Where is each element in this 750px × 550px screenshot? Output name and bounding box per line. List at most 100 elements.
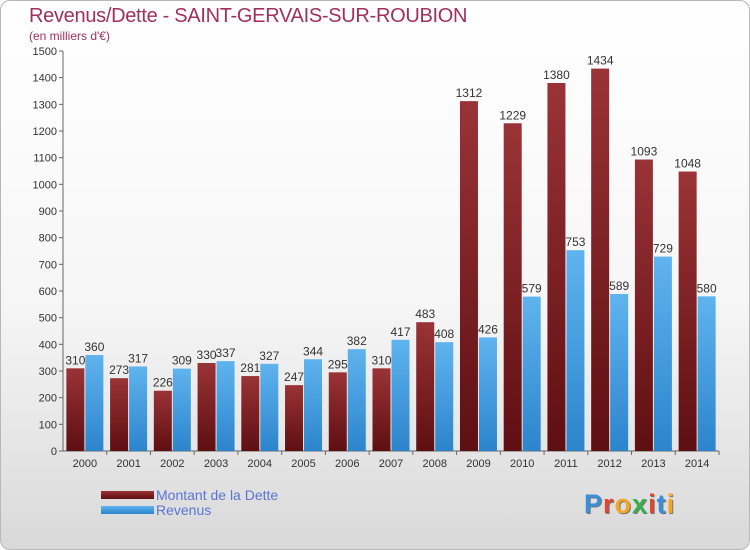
- bar-debt: [110, 378, 129, 451]
- bar-debt-label: 295: [328, 357, 348, 371]
- bar-debt: [678, 171, 697, 452]
- bar-debt: [285, 385, 304, 451]
- legend-label-revenue: Revenus: [156, 501, 212, 518]
- y-tick-label: 0: [51, 446, 57, 458]
- legend-swatch-debt: [101, 490, 154, 499]
- bar-revenue-label: 417: [390, 325, 410, 339]
- bar-debt-label: 1229: [499, 108, 526, 122]
- legend-swatch-revenue: [101, 505, 154, 514]
- y-tick-label: 1300: [33, 99, 57, 111]
- x-tick-label: 2005: [291, 458, 315, 470]
- x-tick-label: 2004: [248, 458, 272, 470]
- x-tick-label: 2008: [422, 458, 446, 470]
- bar-debt: [634, 159, 653, 452]
- bar-revenue: [172, 368, 191, 451]
- logo-letter: o: [614, 489, 633, 519]
- bar-revenue-label: 344: [303, 344, 323, 358]
- bar-revenue: [391, 339, 410, 451]
- y-tick-label: 1500: [33, 46, 57, 58]
- x-tick-label: 2000: [73, 458, 97, 470]
- bar-debt-label: 281: [240, 361, 260, 375]
- x-tick-label: 2010: [510, 458, 534, 470]
- bar-revenue: [304, 359, 323, 451]
- y-tick-label: 800: [39, 233, 57, 245]
- y-tick-label: 1000: [33, 179, 57, 191]
- bar-revenue: [435, 342, 454, 451]
- bar-debt-label: 1093: [631, 145, 658, 159]
- bar-debt: [459, 101, 478, 451]
- data-labels: 310 273 226 330 281 247 295 310 483 1312 1229 1380 1…: [65, 54, 717, 390]
- bar-revenue: [566, 250, 585, 451]
- bar-debt: [153, 390, 172, 451]
- bar-debt-label: 273: [109, 363, 129, 377]
- bar-debt: [372, 368, 391, 451]
- bar-debt: [503, 123, 522, 452]
- bar-debt-label: 1380: [543, 68, 570, 82]
- bar-revenue: [260, 363, 279, 451]
- x-tick-label: 2006: [335, 458, 359, 470]
- bar-debt-label: 483: [415, 307, 435, 321]
- bar-debt: [416, 322, 435, 451]
- x-tick-label: 2002: [160, 458, 184, 470]
- bar-revenue: [347, 349, 366, 451]
- bar-revenue-label: 360: [84, 340, 104, 354]
- x-tick-label: 2011: [554, 458, 578, 470]
- bar-revenue-label: 579: [522, 282, 542, 296]
- bar-revenue-label: 426: [478, 322, 498, 336]
- bar-revenue: [697, 296, 716, 451]
- bar-revenue-label: 337: [216, 346, 236, 360]
- bar-revenue-label: 753: [565, 235, 585, 249]
- legend-label-debt: Montant de la Dette: [156, 486, 279, 503]
- bar-debt: [66, 368, 85, 451]
- x-tick-label: 2007: [379, 458, 403, 470]
- legend: Montant de la Dette Revenus: [101, 486, 279, 518]
- x-tick-label: 2012: [597, 458, 621, 470]
- x-tick-label: 2003: [204, 458, 228, 470]
- y-tick-label: 600: [39, 286, 57, 298]
- y-tick-label: 200: [39, 393, 57, 405]
- bar-debt-label: 1312: [456, 86, 483, 100]
- bar-revenue: [216, 361, 235, 451]
- bar-debt-label: 247: [284, 370, 304, 384]
- bar-debt-label: 330: [197, 348, 217, 362]
- legend-item-revenue: Revenus: [101, 501, 278, 518]
- bar-debt: [197, 363, 216, 451]
- bar-revenue: [522, 296, 541, 451]
- chart-subtitle: (en milliers d'€): [29, 29, 110, 43]
- x-tick-label: 2009: [466, 458, 490, 470]
- y-tick-label: 500: [39, 313, 57, 325]
- y-tick-label: 400: [39, 339, 57, 351]
- bar-chart: 0 100 200 300 400 500 600 700 800 900 1000 1100 1200…: [33, 46, 720, 470]
- chart-title: Revenus/Dette - SAINT-GERVAIS-SUR-ROUBIO…: [29, 5, 468, 27]
- logo-letter: r: [603, 489, 615, 519]
- bar-debt-label: 1434: [587, 54, 614, 68]
- bar-revenue-label: 729: [653, 242, 673, 256]
- bar-debt-label: 310: [371, 353, 391, 367]
- bar-revenue-label: 327: [259, 349, 279, 363]
- bar-revenue: [478, 337, 497, 451]
- y-tick-label: 1100: [33, 153, 57, 165]
- y-tick-label: 700: [39, 259, 57, 271]
- bar-debt-label: 310: [65, 353, 85, 367]
- bars: [66, 68, 716, 452]
- logo-letter: P: [584, 489, 604, 519]
- logo-letter: x: [632, 489, 649, 519]
- logo-letter: t: [656, 489, 667, 519]
- y-tick-label: 1200: [33, 126, 57, 138]
- proxiti-logo: Proxiti: [584, 489, 675, 520]
- bar-debt-label: 226: [153, 376, 173, 390]
- bar-revenue: [85, 355, 104, 451]
- x-tick-label: 2014: [685, 458, 709, 470]
- x-tick-label: 2001: [116, 458, 140, 470]
- bar-revenue: [129, 366, 148, 451]
- y-tick-label: 300: [39, 366, 57, 378]
- logo-letter: i: [666, 489, 676, 519]
- y-tick-label: 100: [39, 419, 57, 431]
- y-tick-label: 900: [39, 206, 57, 218]
- bar-revenue-label: 309: [172, 354, 192, 368]
- bar-revenue: [653, 256, 672, 451]
- bar-debt: [547, 83, 566, 451]
- bar-revenue-label: 408: [434, 327, 454, 341]
- bar-debt: [328, 372, 347, 451]
